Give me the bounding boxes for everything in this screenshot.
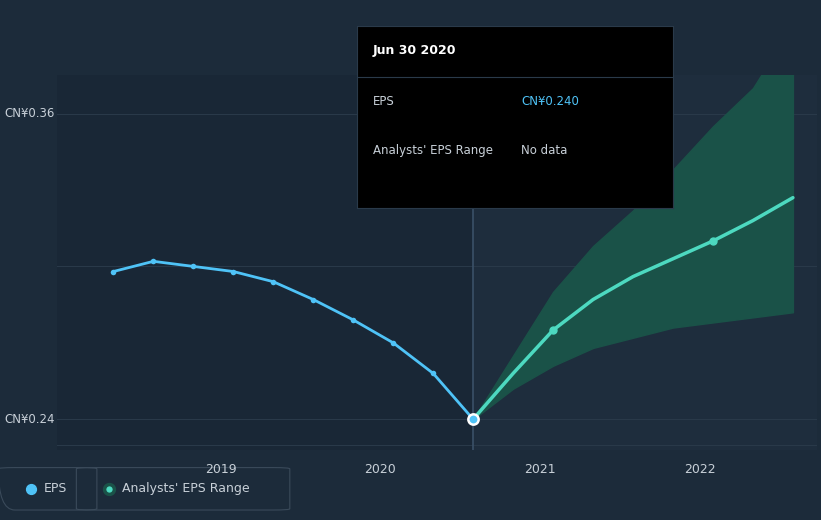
- Bar: [57, 75, 473, 450]
- Text: Analysts' EPS Range: Analysts' EPS Range: [373, 144, 493, 157]
- Text: CN¥0.36: CN¥0.36: [4, 107, 54, 120]
- Point: [267, 278, 280, 286]
- Point: [427, 369, 440, 378]
- Point: [547, 326, 560, 334]
- Point: [466, 415, 479, 423]
- Point: [187, 262, 200, 270]
- Point: [147, 257, 160, 266]
- Text: 2020: 2020: [365, 463, 397, 476]
- Point: [706, 237, 719, 245]
- Text: Analysts Forecasts: Analysts Forecasts: [481, 83, 591, 96]
- Point: [387, 339, 400, 347]
- Point: [307, 295, 320, 304]
- Text: Analysts' EPS Range: Analysts' EPS Range: [122, 483, 249, 495]
- Text: CN¥0.24: CN¥0.24: [4, 413, 55, 426]
- Text: No data: No data: [521, 144, 568, 157]
- Text: 2019: 2019: [204, 463, 236, 476]
- Point: [227, 267, 240, 276]
- Text: Actual: Actual: [429, 83, 466, 96]
- Point: [346, 316, 360, 324]
- Point: [107, 267, 120, 276]
- Text: EPS: EPS: [44, 483, 67, 495]
- Text: CN¥0.240: CN¥0.240: [521, 95, 580, 108]
- Text: Jun 30 2020: Jun 30 2020: [373, 44, 456, 57]
- Text: EPS: EPS: [373, 95, 395, 108]
- Point: [687, 201, 700, 210]
- Text: 2022: 2022: [685, 463, 716, 476]
- Text: 2021: 2021: [525, 463, 556, 476]
